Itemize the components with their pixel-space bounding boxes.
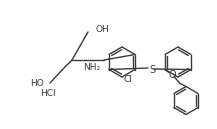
Text: HCl: HCl — [40, 88, 56, 98]
Text: S: S — [149, 65, 155, 75]
Text: OH: OH — [95, 25, 109, 34]
Text: Cl: Cl — [123, 75, 132, 83]
Text: NH₂: NH₂ — [83, 63, 100, 72]
Text: HO: HO — [30, 79, 44, 87]
Text: O: O — [168, 70, 176, 79]
